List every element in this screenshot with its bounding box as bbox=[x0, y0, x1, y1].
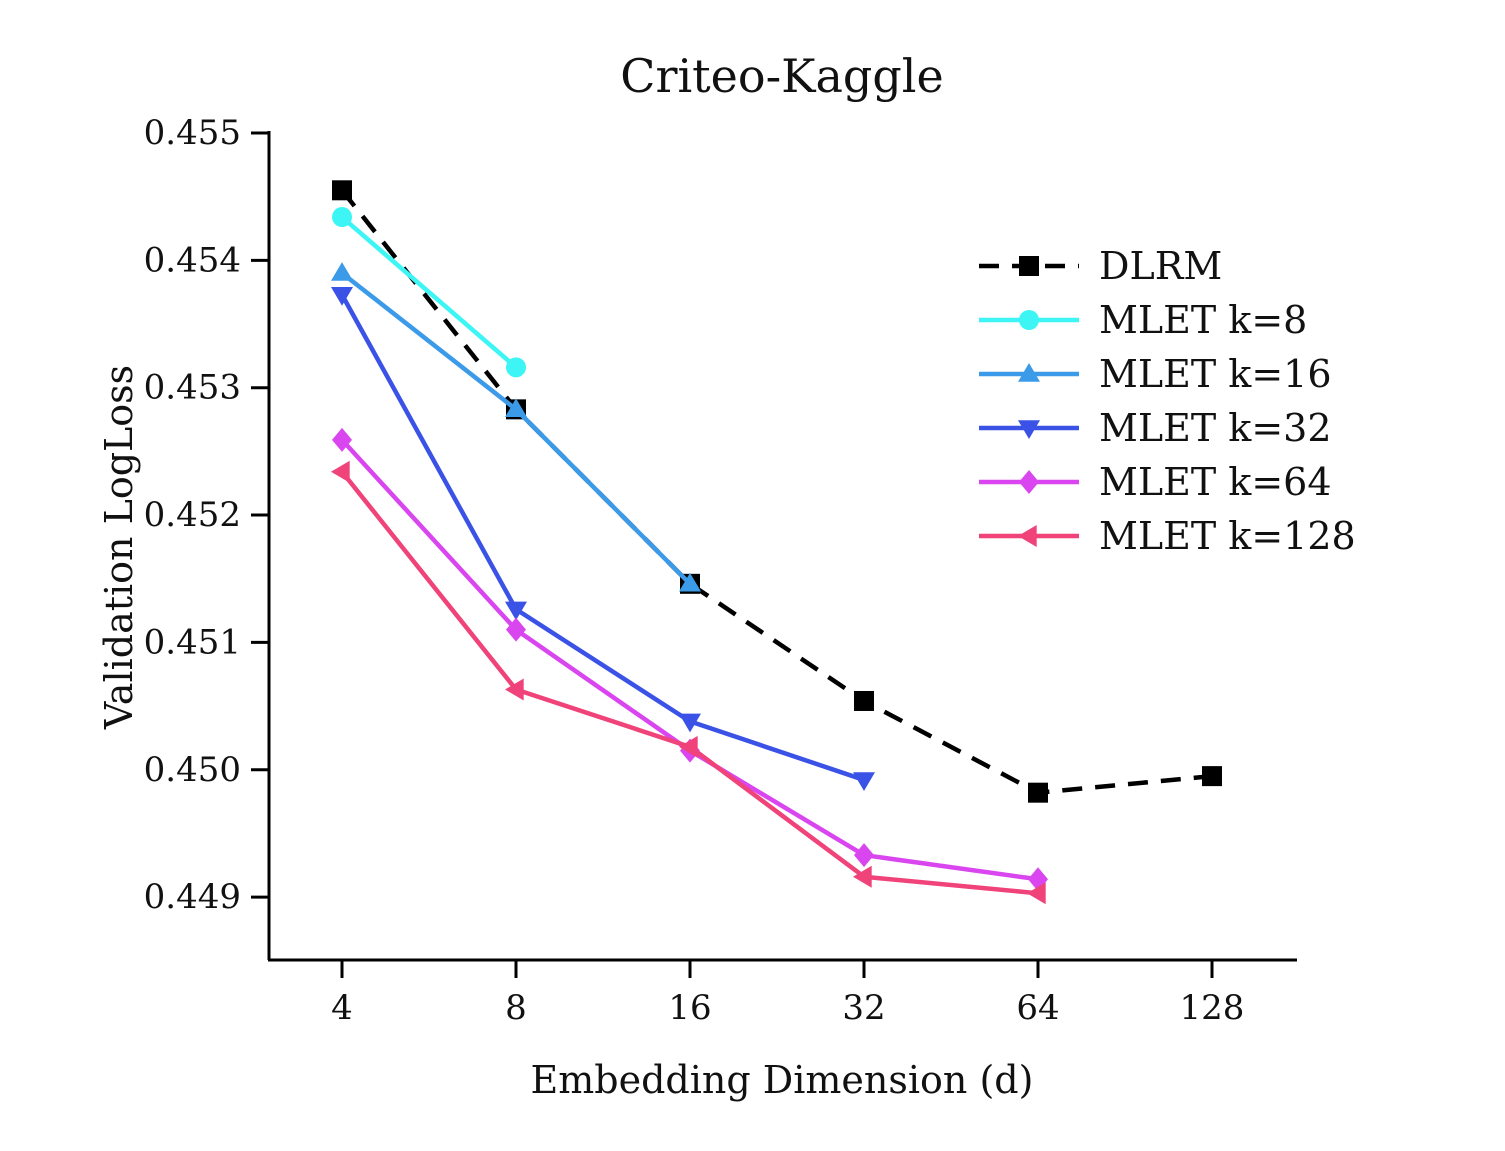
legend-label: DLRM bbox=[1099, 244, 1222, 288]
y-tick-label: 0.451 bbox=[144, 622, 241, 662]
data-point bbox=[331, 262, 353, 281]
data-point bbox=[679, 735, 698, 758]
legend-marker bbox=[1018, 525, 1037, 547]
x-tick-label: 4 bbox=[331, 988, 353, 1028]
series-layer bbox=[331, 180, 1222, 905]
data-point bbox=[1027, 882, 1046, 905]
series-mlet-k-16 bbox=[331, 262, 701, 592]
legend-marker bbox=[1019, 310, 1039, 330]
series-line bbox=[340, 293, 865, 783]
legend-label: MLET k=16 bbox=[1099, 352, 1332, 396]
y-tick-label: 0.449 bbox=[144, 877, 241, 917]
legend-marker bbox=[1018, 363, 1040, 382]
legend-label: MLET k=128 bbox=[1099, 514, 1356, 558]
data-point bbox=[679, 572, 701, 592]
x-ticks: 4 8 16 32 64 128 bbox=[331, 960, 1244, 1028]
x-tick-label: 32 bbox=[842, 988, 885, 1028]
series-line bbox=[340, 470, 1039, 896]
legend: DLRM MLET k=8 MLET k=16 MLET k=32 MLET k=64 M… bbox=[979, 244, 1356, 558]
data-point bbox=[331, 287, 353, 306]
data-point bbox=[506, 357, 526, 378]
x-tick-label: 64 bbox=[1016, 988, 1059, 1028]
x-tick-label: 8 bbox=[505, 988, 527, 1028]
y-tick-label: 0.452 bbox=[144, 495, 241, 535]
legend-item: DLRM bbox=[979, 244, 1222, 288]
series-line bbox=[340, 215, 518, 370]
legend-item: MLET k=32 bbox=[979, 406, 1332, 450]
data-point bbox=[332, 427, 352, 452]
series-mlet-k-64 bbox=[332, 427, 1048, 892]
legend-item: MLET k=8 bbox=[979, 298, 1307, 342]
data-point bbox=[854, 690, 874, 711]
legend-marker bbox=[1018, 420, 1040, 439]
data-point bbox=[332, 180, 352, 201]
data-point bbox=[505, 601, 527, 621]
legend-item: MLET k=16 bbox=[979, 352, 1332, 396]
series-line bbox=[340, 188, 1213, 795]
data-point bbox=[505, 678, 524, 701]
x-tick-label: 16 bbox=[668, 988, 711, 1028]
legend-marker bbox=[1019, 256, 1039, 276]
data-point bbox=[331, 460, 350, 483]
data-point bbox=[853, 772, 875, 791]
data-point bbox=[332, 207, 352, 228]
series-dlrm bbox=[332, 180, 1222, 803]
series-line bbox=[340, 438, 1039, 882]
series-mlet-k-32 bbox=[331, 287, 875, 791]
y-tick-label: 0.453 bbox=[144, 368, 241, 408]
y-axis-label: Validation LogLoss bbox=[97, 365, 141, 730]
legend-label: MLET k=8 bbox=[1099, 298, 1307, 342]
data-point bbox=[1202, 766, 1222, 787]
legend-item: MLET k=64 bbox=[979, 460, 1332, 504]
y-tick-label: 0.454 bbox=[144, 240, 241, 280]
y-tick-label: 0.455 bbox=[144, 113, 241, 153]
series-mlet-k-128 bbox=[331, 460, 1046, 905]
chart-title: Criteo-Kaggle bbox=[620, 49, 943, 103]
legend-label: MLET k=32 bbox=[1099, 406, 1332, 450]
y-ticks: 0.449 0.450 0.451 0.452 0.453 0.454 0.455 bbox=[144, 113, 269, 917]
series-mlet-k-8 bbox=[332, 207, 526, 378]
data-point bbox=[679, 713, 701, 733]
data-point bbox=[853, 865, 872, 888]
y-tick-label: 0.450 bbox=[144, 750, 241, 790]
data-point bbox=[506, 617, 526, 642]
x-tick-label: 128 bbox=[1180, 988, 1245, 1028]
legend-item: MLET k=128 bbox=[979, 514, 1356, 558]
data-point bbox=[505, 398, 527, 418]
x-axis-label: Embedding Dimension (d) bbox=[531, 1058, 1034, 1102]
data-point bbox=[1028, 782, 1048, 803]
data-point bbox=[854, 843, 874, 868]
legend-label: MLET k=64 bbox=[1099, 460, 1332, 504]
legend-marker bbox=[1019, 470, 1039, 494]
